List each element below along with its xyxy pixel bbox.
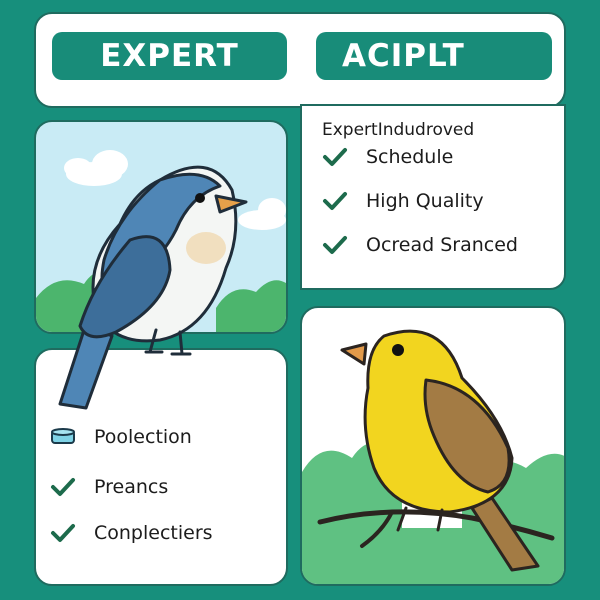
- header-panel: EXPERT ACIPLT: [34, 12, 566, 108]
- list-item-label: Poolection: [94, 426, 192, 448]
- list-item: Ocread Sranced: [322, 234, 518, 256]
- list-item-label: Schedule: [366, 146, 454, 168]
- list-item: Schedule: [322, 146, 453, 168]
- yellow-bird-panel: [300, 306, 566, 586]
- checkmark-icon: [323, 148, 347, 166]
- checkmark-icon: [51, 524, 75, 542]
- checkmark-icon: [323, 192, 347, 210]
- feature-list-title: ExpertIndudroved: [322, 120, 475, 140]
- list-item-label: Conplectiers: [94, 522, 213, 544]
- list-item: Conplectiers: [50, 522, 213, 544]
- bush-shape: [216, 280, 286, 332]
- list-item: Poolection: [50, 426, 192, 448]
- branch-shape: [317, 509, 555, 541]
- list-item: High Quality: [322, 190, 484, 212]
- aciplt-tab[interactable]: ACIPLT: [316, 32, 552, 80]
- checkmark-icon: [323, 236, 347, 254]
- yellow-bird-illustration: [340, 329, 540, 572]
- cloud-icon: [238, 198, 286, 230]
- checkmark-icon: [51, 478, 75, 496]
- expert-tab[interactable]: EXPERT: [52, 32, 287, 80]
- cloud-icon: [64, 150, 128, 186]
- list-item-label: Preancs: [94, 476, 169, 498]
- list-item-label: Ocread Sranced: [366, 234, 518, 256]
- list-item-label: High Quality: [366, 190, 484, 212]
- list-item: Preancs: [50, 476, 168, 498]
- feature-list-panel: ExpertIndudroved Schedule High Quality O…: [300, 104, 566, 290]
- cylinder-icon: [51, 428, 75, 444]
